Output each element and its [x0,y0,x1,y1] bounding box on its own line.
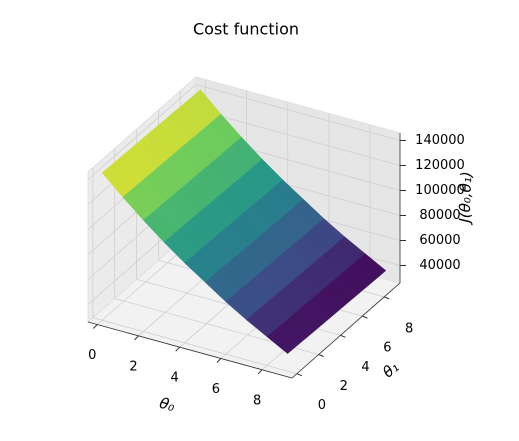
y-tick [384,296,390,300]
z-tick-label: 40000 [419,258,460,273]
x-tick-label: 2 [129,359,137,374]
chart-title: Cost function [193,20,299,39]
x-axis-label: θ₀ [157,394,176,415]
x-tick-label: 6 [212,382,220,397]
x-tick [257,369,263,375]
x-tick-label: 8 [253,393,261,408]
y-tick [362,315,368,319]
y-tick-label: 2 [340,379,348,394]
x-tick [92,324,98,329]
surface [101,89,387,354]
grid-line [87,84,197,180]
surface-face [266,327,299,354]
y-tick [318,354,324,357]
z-tick-label: 80000 [419,208,460,223]
z-tick-label: 100000 [415,183,465,198]
z-tick-label: 140000 [415,133,465,148]
x-tick [134,335,139,341]
y-tick-label: 8 [405,321,413,336]
x-tick-label: 0 [88,348,96,363]
x-axis [87,321,293,379]
grid-line [195,84,401,141]
grid-line [92,317,298,375]
y-axis [291,282,401,379]
y-tick [340,334,346,338]
y-tick [296,373,303,377]
grid-line [195,109,401,166]
x-tick [216,358,222,363]
x-tick [175,346,181,352]
y-tick-label: 4 [361,360,369,375]
z-tick-label: 120000 [415,158,465,173]
z-axis-label: J(θ₀,θ₁) [456,171,476,226]
y-tick-label: 6 [383,341,391,356]
y-tick-label: 0 [318,398,326,413]
z-tick-label: 60000 [419,233,460,248]
x-tick-label: 4 [171,371,179,386]
